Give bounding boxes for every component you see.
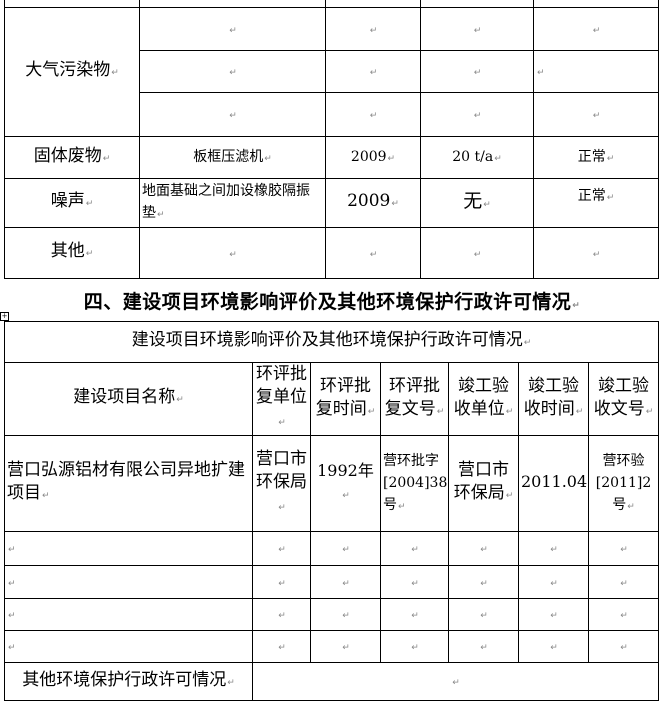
empty-cell	[310, 565, 381, 599]
category-cell: 噪声	[4, 178, 140, 228]
empty-cell	[325, 227, 421, 279]
amount-cell: 20 t/a	[420, 136, 534, 179]
empty-cell	[4, 598, 253, 631]
eia-unit-cell: 营口市环保局	[252, 435, 311, 532]
status-cell: 正常	[533, 136, 659, 179]
project-name-cell: 营口弘源铝材有限公司异地扩建项目	[4, 435, 253, 532]
empty-cell	[310, 630, 381, 663]
empty-cell	[533, 7, 659, 51]
empty-cell	[4, 630, 253, 663]
empty-cell	[420, 50, 534, 93]
empty-cell	[380, 531, 449, 566]
amount-cell: 无	[420, 178, 534, 228]
table-move-handle-icon[interactable]: +	[0, 312, 9, 321]
other-permits-row: 其他环境保护行政许可情况	[4, 662, 660, 701]
empty-cell	[4, 565, 253, 599]
empty-cell	[310, 531, 381, 566]
table-row	[4, 630, 660, 663]
empty-cell	[325, 92, 421, 137]
status-cell: 正常	[533, 178, 659, 228]
table-row	[4, 598, 660, 631]
table-row: 噪声 地面基础之间加设橡胶隔振垫 2009 无 正常	[4, 178, 659, 228]
table-row	[5, 92, 659, 137]
empty-cell	[448, 565, 519, 599]
header-row: 建设项目名称 环评批复单位 环评批复时间 环评批复文号 竣工验收单位 竣工验收时…	[4, 362, 660, 436]
table-row: 固体废物 板框压滤机 2009 20 t/a 正常	[4, 136, 659, 179]
other-permits-value	[251, 662, 660, 701]
empty-cell	[518, 531, 589, 566]
empty-cell	[518, 565, 589, 599]
header-acceptance-number: 竣工验收文号	[587, 362, 660, 436]
table-title: 建设项目环境影响评价及其他环境保护行政许可情况	[3, 321, 660, 363]
empty-cell	[518, 598, 589, 631]
empty-cell	[420, 92, 534, 137]
empty-cell	[380, 565, 449, 599]
empty-cell	[380, 630, 449, 663]
header-acceptance-unit: 竣工验收单位	[448, 362, 519, 436]
empty-cell	[448, 598, 519, 631]
empty-cell	[325, 50, 421, 93]
empty-cell	[139, 7, 326, 51]
empty-cell	[533, 92, 659, 137]
eia-time-cell: 1992年	[310, 435, 381, 532]
eia-number-cell: 营环批字[2004]38号	[380, 435, 449, 532]
table-row: 大气污染物	[4, 7, 659, 137]
empty-cell	[252, 630, 311, 663]
header-eia-time: 环评批复时间	[310, 362, 381, 436]
empty-cell	[448, 531, 519, 566]
empty-cell	[4, 531, 253, 566]
empty-cell	[518, 630, 589, 663]
table-row: 其他	[4, 227, 659, 279]
empty-cell	[139, 50, 326, 93]
table-row: 营口弘源铝材有限公司异地扩建项目 营口市环保局 1992年 营环批字[2004]…	[4, 435, 660, 532]
header-eia-unit: 环评批复单位	[252, 362, 311, 436]
empty-cell	[533, 50, 659, 93]
acceptance-time-cell: 2011.04	[518, 435, 589, 532]
table-row	[4, 531, 660, 566]
empty-cell	[587, 598, 660, 631]
empty-cell	[325, 7, 421, 51]
category-cell: 大气污染物	[4, 7, 140, 137]
empty-cell	[310, 598, 381, 631]
empty-cell	[139, 92, 326, 137]
empty-cell	[587, 630, 660, 663]
empty-cell	[587, 565, 660, 599]
empty-cell	[448, 630, 519, 663]
empty-cell	[420, 227, 534, 279]
other-permits-label: 其他环境保护行政许可情况	[4, 662, 253, 701]
empty-cell	[420, 7, 534, 51]
empty-cell	[252, 598, 311, 631]
year-cell: 2009	[325, 178, 421, 228]
acceptance-number-cell: 营环验[2011]2号	[587, 435, 660, 532]
table-title-row: 建设项目环境影响评价及其他环境保护行政许可情况	[3, 321, 660, 363]
facility-cell: 地面基础之间加设橡胶隔振垫	[139, 178, 326, 228]
category-cell: 其他	[4, 227, 140, 279]
empty-cell	[380, 598, 449, 631]
facility-cell: 板框压滤机	[139, 136, 326, 179]
table-row	[4, 0, 659, 8]
table-row	[4, 565, 660, 599]
empty-cell	[139, 227, 326, 279]
acceptance-unit-cell: 营口市环保局	[448, 435, 519, 532]
empty-cell	[252, 531, 311, 566]
permits-table: 建设项目环境影响评价及其他环境保护行政许可情况 建设项目名称 环评批复单位 环评…	[3, 321, 660, 701]
header-eia-number: 环评批复文号	[380, 362, 449, 436]
section-heading: 四、建设项目环境影响评价及其他环境保护行政许可情况	[0, 287, 664, 314]
header-project-name: 建设项目名称	[4, 362, 253, 436]
emissions-table: 大气污染物 固体废物 板框压滤机 2009 20 t/a 正常 噪声 地面基础之…	[4, 0, 659, 279]
category-cell: 固体废物	[4, 136, 140, 179]
year-cell: 2009	[325, 136, 421, 179]
empty-cell	[533, 227, 659, 279]
header-acceptance-time: 竣工验收时间	[518, 362, 589, 436]
empty-cell	[587, 531, 660, 566]
empty-cell	[252, 565, 311, 599]
